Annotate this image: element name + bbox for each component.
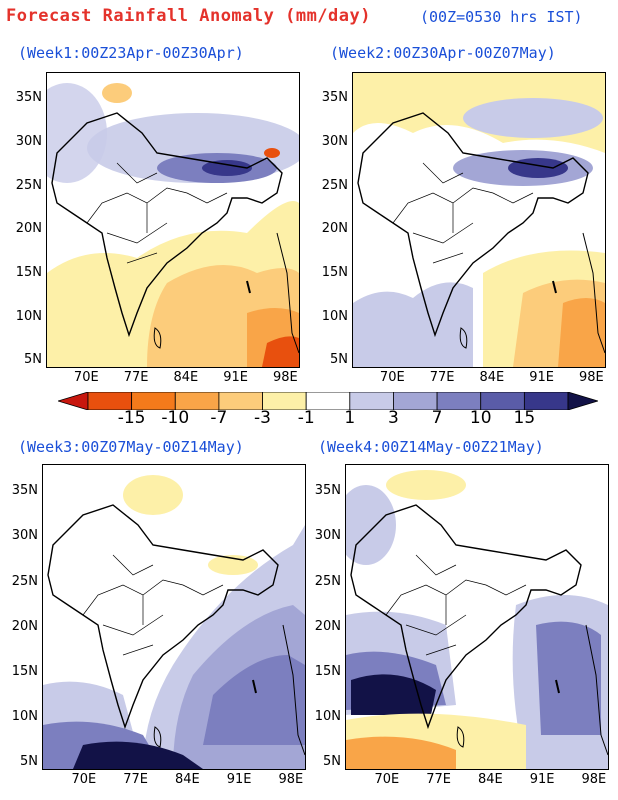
map-week3	[42, 464, 306, 770]
lon-tick-label: 98E	[579, 370, 604, 385]
lon-tick-label: 91E	[223, 370, 248, 385]
lat-tick-label: 5N	[20, 753, 38, 769]
lon-tick-label: 98E	[278, 772, 304, 787]
panel-title-week2: (Week2:00Z30Apr-00Z07May)	[330, 44, 556, 62]
lon-tick-label: 84E	[173, 370, 199, 385]
lat-tick-label: 10N	[321, 308, 348, 324]
colorbar-label: 15	[513, 408, 536, 428]
figure-title: Forecast Rainfall Anomaly (mm/day)	[6, 6, 371, 26]
lat-tick-label: 15N	[321, 264, 348, 280]
lon-tick-label: 70E	[71, 772, 97, 787]
lon-tick-label: 77E	[429, 370, 455, 385]
lat-tick-label: 25N	[314, 573, 341, 589]
lat-tick-label: 10N	[314, 708, 341, 724]
lon-tick-label: 70E	[379, 370, 405, 385]
lat-tick-label: 35N	[314, 483, 341, 499]
lat-tick-label: 35N	[15, 90, 42, 106]
lat-tick-label: 15N	[314, 663, 341, 679]
lon-tick-label: 70E	[73, 370, 99, 385]
lat-tick-label: 20N	[321, 221, 348, 237]
colorbar-label: 10	[469, 408, 492, 428]
lat-tick-label: 35N	[11, 483, 38, 499]
colorbar-label: -7	[210, 408, 228, 428]
lat-tick-label: 20N	[11, 618, 38, 634]
lat-tick-label: 35N	[321, 90, 348, 106]
lon-tick-label: 84E	[479, 370, 505, 385]
map-week4	[345, 464, 609, 770]
lat-tick-label: 30N	[321, 134, 348, 150]
colorbar-label: -1	[297, 408, 315, 428]
lat-tick-label: 15N	[15, 264, 42, 280]
lat-tick-label: 25N	[321, 177, 348, 193]
lat-tick-label: 10N	[15, 308, 42, 324]
lon-tick-label: 91E	[529, 772, 555, 787]
colorbar-label: -3	[254, 408, 271, 428]
lat-tick-label: 30N	[15, 134, 42, 150]
colorbar-segment	[58, 392, 89, 410]
lat-tick-label: 30N	[314, 528, 341, 544]
lon-tick-label: 91E	[529, 370, 554, 385]
time-note: (00Z=0530 hrs IST)	[420, 8, 583, 26]
lat-tick-label: 5N	[330, 352, 348, 368]
map-week1	[46, 72, 300, 368]
lat-tick-label: 25N	[11, 573, 38, 589]
lat-tick-label: 20N	[15, 221, 42, 237]
lat-tick-label: 15N	[11, 663, 38, 679]
lat-tick-label: 10N	[11, 708, 38, 724]
lon-tick-label: 77E	[123, 772, 149, 787]
lat-tick-label: 5N	[24, 352, 42, 368]
map-week2	[352, 72, 606, 368]
lon-tick-label: 91E	[226, 772, 252, 787]
colorbar-label: 7	[431, 408, 443, 428]
lon-tick-label: 84E	[175, 772, 200, 787]
colorbar-label: -10	[161, 408, 190, 428]
lon-tick-label: 98E	[581, 772, 607, 787]
panel-title-week1: (Week1:00Z23Apr-00Z30Apr)	[18, 44, 244, 62]
lat-tick-label: 25N	[15, 177, 42, 193]
lon-tick-label: 70E	[374, 772, 400, 787]
lon-tick-label: 98E	[273, 370, 298, 385]
colorbar-label: 1	[344, 408, 356, 428]
colorbar-segment	[567, 392, 598, 410]
lat-tick-label: 30N	[11, 528, 38, 544]
lat-tick-label: 20N	[314, 618, 341, 634]
colorbar-label: 3	[388, 408, 399, 428]
colorbar	[58, 392, 598, 410]
colorbar-label: -15	[117, 408, 146, 428]
lat-tick-label: 5N	[323, 753, 341, 769]
lon-tick-label: 84E	[478, 772, 503, 787]
panel-title-week4: (Week4:00Z14May-00Z21May)	[318, 438, 544, 456]
lon-tick-label: 77E	[123, 370, 149, 385]
panel-title-week3: (Week3:00Z07May-00Z14May)	[18, 438, 244, 456]
lon-tick-label: 77E	[426, 772, 452, 787]
